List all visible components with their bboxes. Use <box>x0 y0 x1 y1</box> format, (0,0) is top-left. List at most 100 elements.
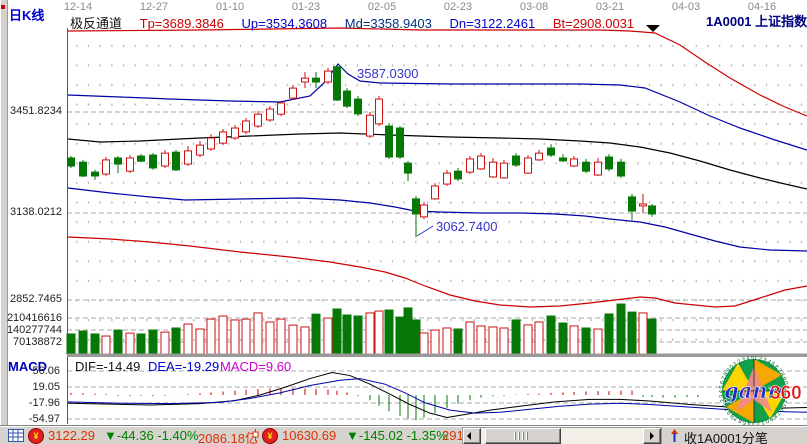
candle-body <box>161 152 169 167</box>
down-triangle-marker <box>646 25 660 32</box>
volume-bar <box>465 321 475 355</box>
volume-bar <box>647 318 657 355</box>
logo-text-360: 360 <box>770 383 802 404</box>
channel-dn-value: Dn=3122.2461 <box>449 16 536 31</box>
candle-body <box>67 157 75 167</box>
candle-body <box>500 162 508 179</box>
scrollbar-left-arrow[interactable] <box>463 428 481 444</box>
candle-body <box>512 155 520 166</box>
candle-body <box>137 155 145 162</box>
macd-scale-label: 56.06 <box>32 365 60 377</box>
candle-body <box>477 155 485 170</box>
date-label: 02-23 <box>443 1 473 13</box>
volume-bar <box>616 303 626 355</box>
candle-body <box>289 87 297 99</box>
candle-body <box>535 152 543 161</box>
volume-bar <box>253 312 263 355</box>
volume-bar <box>546 315 556 355</box>
volume-bar <box>183 323 193 355</box>
volume-bar <box>332 308 342 355</box>
volume-bar <box>411 319 421 355</box>
volume-baseline-strip <box>67 353 807 357</box>
candle-body <box>385 125 393 158</box>
candle-body <box>420 204 428 218</box>
coin-icon-2[interactable]: ¥ <box>262 428 278 444</box>
volume-bar <box>534 321 544 355</box>
candle-body <box>628 196 636 212</box>
symbol-title: 1A0001 上证指数 <box>706 14 807 29</box>
volume-tick-label: 140277744 <box>6 324 62 336</box>
corner-marker <box>1 5 5 9</box>
candle-body <box>489 161 497 178</box>
volume-bar <box>384 309 394 355</box>
volume-bar <box>488 326 498 355</box>
price-annotation: 3062.7400 <box>436 219 498 234</box>
candle-body <box>443 172 451 185</box>
macd-scale-label: 19.05 <box>32 381 60 393</box>
tick-view-label[interactable]: 收1A0001分笔 <box>684 431 768 444</box>
price-tick-label: 3138.0212 <box>10 206 62 218</box>
candle-body <box>102 159 110 175</box>
candle-body <box>648 205 656 215</box>
volume-bar <box>206 318 216 355</box>
candle-body <box>466 158 474 173</box>
index2-price: 10630.69 <box>282 428 337 443</box>
candle-body <box>149 154 157 169</box>
volume-bar <box>442 327 452 355</box>
candle-body <box>184 150 192 165</box>
horizontal-scrollbar[interactable] <box>462 427 662 444</box>
candle-body <box>312 77 320 83</box>
volume-bar <box>300 326 310 355</box>
index1-change: ▼-44.36 -1.40% <box>104 428 199 443</box>
dea-value-label: DEA=-19.29 <box>148 359 220 374</box>
channel-name: 极反通道 <box>70 16 123 31</box>
volume-bar <box>195 328 205 355</box>
candle-body <box>266 108 274 121</box>
channel-tp-value: Tp=3689.3846 <box>139 16 224 31</box>
volume-bar <box>148 329 158 355</box>
macd-dea-line <box>67 378 807 414</box>
candle-body <box>547 147 555 156</box>
candle-body <box>404 162 412 174</box>
index2-change: ▼-145.02 -1.35% <box>346 428 448 443</box>
table-icon[interactable] <box>8 429 24 442</box>
volume-bar <box>66 333 76 355</box>
candle-body <box>343 90 351 107</box>
scrollbar-grip <box>514 432 528 440</box>
volume-bar <box>90 333 100 355</box>
volume-bar <box>353 315 363 355</box>
volume-bar <box>311 313 321 355</box>
date-label: 04-03 <box>671 1 701 13</box>
candle-body <box>196 144 204 156</box>
volume-bar <box>569 325 579 355</box>
scrollbar-right-arrow[interactable] <box>643 428 661 444</box>
index1-turnover: 2086.18亿 <box>198 431 258 444</box>
dif-value-label: DIF=-14.49 <box>75 359 141 374</box>
volume-bar <box>113 329 123 355</box>
candle-body <box>231 127 239 139</box>
date-label: 02-05 <box>367 1 397 13</box>
macd-scale-label: -17.96 <box>28 397 60 409</box>
candle-body <box>582 161 590 172</box>
volume-bar <box>160 331 170 355</box>
candle-body <box>396 127 404 158</box>
volume-bar <box>218 315 228 355</box>
macd-value-label: MACD=9.60 <box>220 359 292 374</box>
volume-bar <box>365 312 375 355</box>
volume-bar <box>430 329 440 355</box>
candle-body <box>431 185 439 200</box>
date-label: 03-21 <box>595 1 625 13</box>
volume-tick-label: 210416616 <box>6 312 62 324</box>
date-label: 03-08 <box>519 1 549 13</box>
candle-body <box>366 114 374 137</box>
channel-up-value: Up=3534.3608 <box>241 16 328 31</box>
volume-bar <box>230 319 240 355</box>
candle-body <box>375 98 383 125</box>
candle-body <box>605 156 613 170</box>
scrollbar-thumb[interactable] <box>485 428 561 444</box>
coin-icon-1[interactable]: ¥ <box>28 428 44 444</box>
volume-bar <box>593 328 603 355</box>
candle-body <box>617 161 625 177</box>
